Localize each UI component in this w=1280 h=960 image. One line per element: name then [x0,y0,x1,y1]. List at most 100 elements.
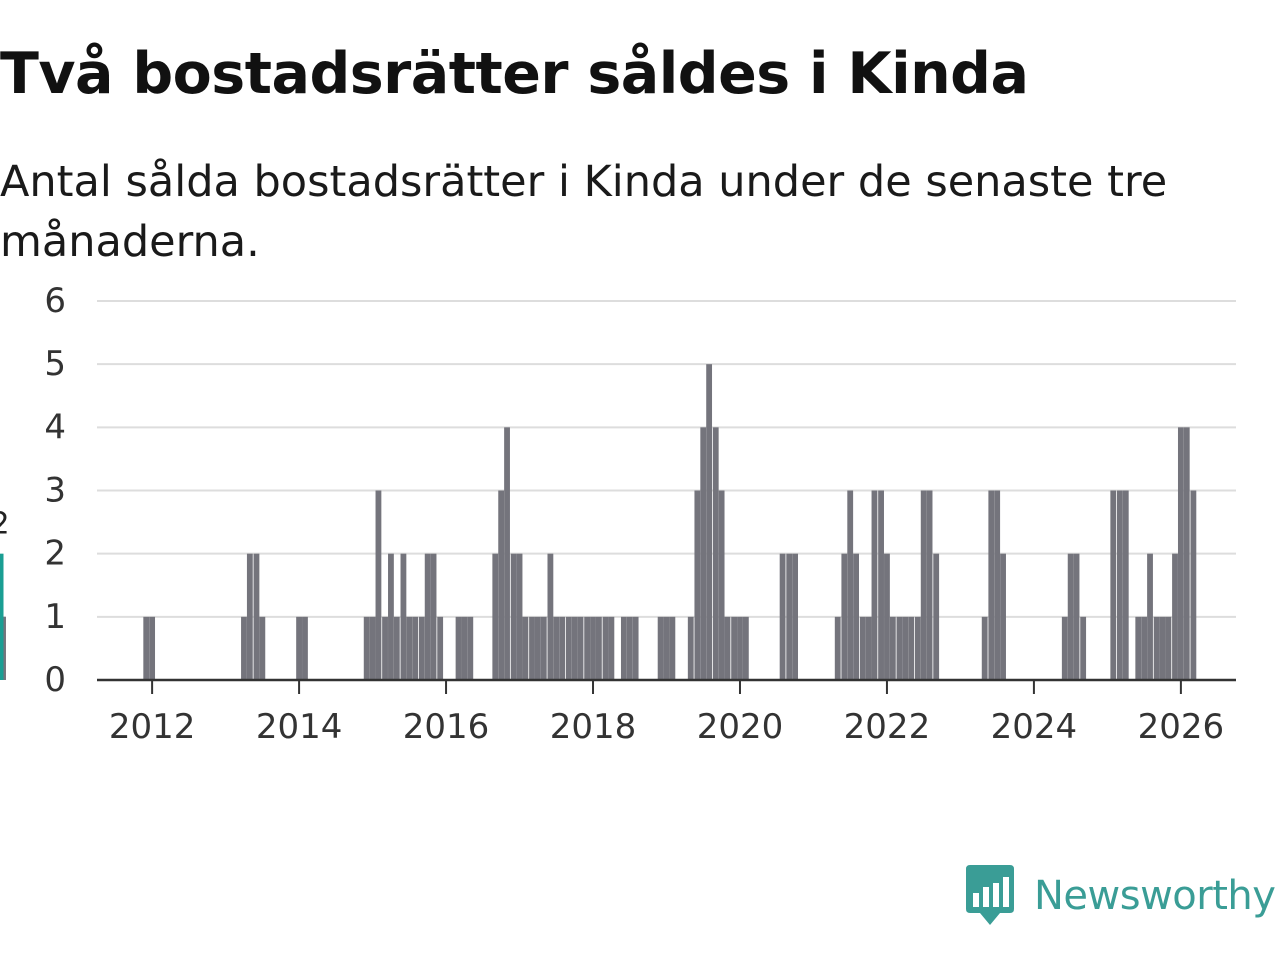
bar [418,616,425,680]
bar [896,616,903,680]
bar [540,616,547,680]
bar [516,553,523,680]
bar [1116,490,1123,680]
bar [430,553,437,680]
y-tick-label: 6 [44,281,66,321]
y-tick-label: 1 [44,597,66,637]
last-value-label: 2 [0,507,10,542]
bar [865,616,872,680]
bar [724,616,731,680]
bar [786,553,793,680]
bars [0,364,1197,680]
x-tick-label: 2016 [403,707,490,747]
brand-logo: Newsworthy [964,864,1276,928]
brand-name: Newsworthy [1034,873,1276,919]
bar [859,616,866,680]
bar [1135,616,1142,680]
bar [571,616,578,680]
bar [884,553,890,680]
bar [834,616,841,680]
bar [1110,490,1117,680]
bar [437,616,444,680]
bar [455,616,462,680]
bar [1177,427,1184,680]
bar [149,616,156,680]
bar [908,616,915,680]
bar [1141,616,1148,680]
bar [994,490,1001,680]
bar [602,616,609,680]
bar [706,364,713,680]
bar [1122,490,1129,680]
bar [253,553,260,680]
bar [718,490,725,680]
bar [504,427,510,680]
bar [1147,553,1153,680]
bar [393,616,400,680]
bar [694,490,701,680]
bar [1073,553,1080,680]
bar [620,616,627,680]
bar [914,616,921,680]
x-tick-label: 2018 [550,707,637,747]
x-axis-ticks: 2012 2014 2016 2018 2020 2022 2024 2026 [109,680,1224,747]
bar [742,616,749,680]
bar [388,553,394,680]
bar [375,490,382,680]
bar [657,616,664,680]
bar [241,616,247,680]
bar [565,616,572,680]
bar [712,427,719,680]
bar [920,490,927,680]
bar [687,616,694,680]
bar [792,553,799,680]
bar [1172,553,1178,680]
bar [981,616,988,680]
annotations: 2 [0,507,10,542]
chart-subtitle: Antal sålda bostadsrätter i Kinda under … [0,157,1168,267]
x-tick-label: 2024 [991,707,1078,747]
bar [1080,616,1087,680]
bar [669,616,676,680]
bar [926,490,933,680]
y-tick-label: 5 [44,344,66,384]
bar [1183,427,1190,680]
bar [577,616,584,680]
bar [369,616,376,680]
bar [626,616,633,680]
bar [847,490,854,680]
bar [1000,553,1006,680]
bar [584,616,591,680]
bar [902,616,909,680]
bar [841,553,848,680]
bar [363,616,370,680]
bar [467,616,474,680]
x-tick-label: 2026 [1138,707,1225,747]
bar [1153,616,1160,680]
bar [534,616,541,680]
bar [878,490,884,680]
bar [553,616,560,680]
y-tick-label: 0 [44,660,66,700]
bar [1159,616,1166,680]
bar [424,553,431,680]
bar [871,490,878,680]
x-tick-label: 2012 [109,707,196,747]
bar [246,553,253,680]
bar [731,616,738,680]
bar [1165,616,1172,680]
bar [933,553,940,680]
bar [779,553,786,680]
bar [406,616,413,680]
bar [988,490,995,680]
bar [853,553,859,680]
y-tick-label: 2 [44,534,66,574]
gridlines [97,300,1236,618]
bar [608,616,615,680]
bar [492,553,499,680]
bar [510,553,517,680]
bar [529,616,535,680]
bar [498,490,505,680]
x-tick-label: 2020 [697,707,784,747]
